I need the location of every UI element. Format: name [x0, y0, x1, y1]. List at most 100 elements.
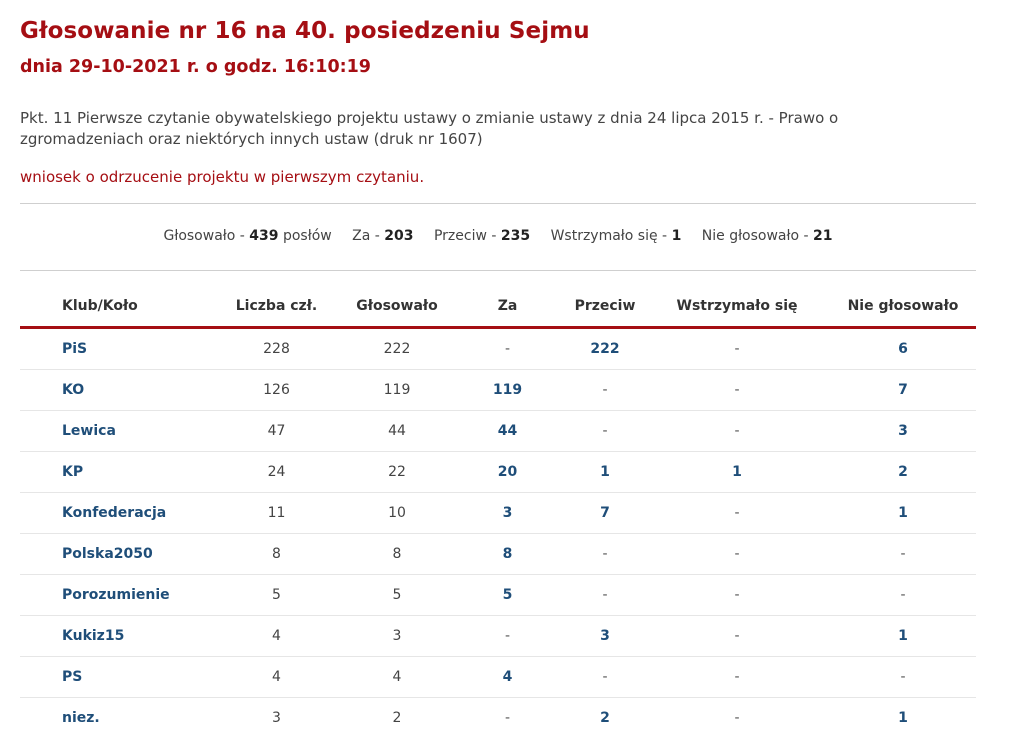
- summary-absent-value: 21: [813, 228, 833, 244]
- table-row: Polska2050 8 8 8 - - -: [20, 533, 976, 575]
- club-link[interactable]: KO: [20, 369, 208, 411]
- absent-cell[interactable]: 1: [830, 492, 976, 534]
- summary-voted-suffix: posłów: [282, 228, 332, 244]
- abstain-cell: -: [644, 369, 830, 411]
- for-cell: -: [504, 710, 511, 726]
- summary-for: Za - 203: [352, 228, 418, 244]
- header-for: Za: [449, 286, 566, 329]
- club-link[interactable]: niez.: [62, 710, 100, 726]
- vote-summary: Głosowało - 439 posłów Za - 203 Przeciw …: [20, 228, 976, 244]
- for-cell[interactable]: 119: [449, 369, 566, 411]
- absent-cell[interactable]: 1: [898, 710, 908, 726]
- against-cell: -: [566, 369, 644, 411]
- for-cell[interactable]: 3: [449, 492, 566, 534]
- abstain-cell: -: [644, 615, 830, 657]
- summary-voted-label: Głosowało -: [163, 228, 245, 244]
- abstain-cell: -: [644, 533, 830, 575]
- members-cell: 4: [208, 615, 345, 657]
- voted-cell: 119: [345, 369, 449, 411]
- header-abstain: Wstrzymało się: [644, 286, 830, 329]
- for-cell[interactable]: 20: [449, 451, 566, 493]
- header-absent: Nie głosowało: [830, 286, 976, 329]
- abstain-cell: -: [644, 492, 830, 534]
- agenda-topic: Pkt. 11 Pierwsze czytanie obywatelskiego…: [20, 109, 839, 148]
- club-results-table: Klub/Koło Liczba czł. Głosowało Za Przec…: [20, 286, 976, 738]
- for-cell[interactable]: 5: [449, 574, 566, 616]
- members-cell: 8: [208, 533, 345, 575]
- club-link[interactable]: Lewica: [20, 410, 208, 452]
- summary-absent: Nie głosowało - 21: [702, 228, 833, 244]
- vote-datetime: dnia 29-10-2021 r. o godz. 16:10:19: [20, 57, 371, 77]
- voted-cell: 2: [392, 710, 402, 726]
- abstain-cell: -: [644, 574, 830, 616]
- members-cell: 47: [208, 410, 345, 452]
- absent-cell: -: [830, 533, 976, 575]
- summary-for-label: Za -: [352, 228, 380, 244]
- against-cell[interactable]: 1: [566, 451, 644, 493]
- against-cell: -: [566, 656, 644, 698]
- table-row: Konfederacja 11 10 3 7 - 1: [20, 492, 976, 534]
- club-link[interactable]: KP: [20, 451, 208, 493]
- summary-absent-label: Nie głosowało -: [701, 228, 809, 244]
- voted-cell: 4: [345, 656, 449, 698]
- absent-cell[interactable]: 2: [830, 451, 976, 493]
- divider: [20, 270, 976, 271]
- header-voted: Głosowało: [345, 286, 449, 329]
- against-cell[interactable]: 3: [566, 615, 644, 657]
- members-cell: 5: [208, 574, 345, 616]
- divider: [20, 203, 976, 204]
- abstain-cell[interactable]: 1: [644, 451, 830, 493]
- table-row: PiS 228 222 - 222 - 6: [20, 327, 976, 370]
- voted-cell: 10: [345, 492, 449, 534]
- club-link[interactable]: Polska2050: [20, 533, 208, 575]
- club-link[interactable]: PiS: [20, 327, 208, 370]
- voted-cell: 8: [345, 533, 449, 575]
- abstain-cell: -: [644, 410, 830, 452]
- for-cell[interactable]: 4: [449, 656, 566, 698]
- against-cell[interactable]: 222: [566, 327, 644, 370]
- against-cell: -: [566, 574, 644, 616]
- absent-cell[interactable]: 6: [830, 327, 976, 370]
- summary-abstain: Wstrzymało się - 1: [551, 228, 686, 244]
- summary-voted: Głosowało - 439 posłów: [164, 228, 337, 244]
- members-cell: 4: [208, 656, 345, 698]
- members-cell: 126: [208, 369, 345, 411]
- voted-cell: 44: [345, 410, 449, 452]
- against-cell[interactable]: 7: [566, 492, 644, 534]
- members-cell: 24: [208, 451, 345, 493]
- club-link[interactable]: Porozumienie: [20, 574, 208, 616]
- members-cell: 228: [208, 327, 345, 370]
- absent-cell: -: [830, 574, 976, 616]
- summary-against-value: 235: [500, 228, 531, 244]
- voted-cell: 222: [345, 327, 449, 370]
- absent-cell[interactable]: 7: [830, 369, 976, 411]
- summary-voted-value: 439: [249, 228, 279, 244]
- members-cell: 3: [272, 710, 281, 726]
- absent-cell[interactable]: 3: [830, 410, 976, 452]
- table-row: Lewica 47 44 44 - - 3: [20, 410, 976, 452]
- page-title: Głosowanie nr 16 na 40. posiedzeniu Sejm…: [20, 18, 590, 44]
- club-link[interactable]: Kukiz15: [20, 615, 208, 657]
- against-cell: -: [566, 533, 644, 575]
- header-members: Liczba czł.: [208, 286, 345, 329]
- abstain-cell: -: [734, 710, 740, 726]
- for-cell[interactable]: 8: [449, 533, 566, 575]
- summary-abstain-label: Wstrzymało się -: [550, 228, 668, 244]
- voted-cell: 5: [345, 574, 449, 616]
- table-row: niez. 3 2 - 2 - 1: [20, 698, 976, 739]
- club-link[interactable]: Konfederacja: [20, 492, 208, 534]
- absent-cell: -: [830, 656, 976, 698]
- voted-cell: 3: [345, 615, 449, 657]
- against-cell: -: [566, 410, 644, 452]
- summary-abstain-value: 1: [671, 228, 682, 244]
- table-row: Kukiz15 4 3 - 3 - 1: [20, 615, 976, 657]
- table-header-row: Klub/Koło Liczba czł. Głosowało Za Przec…: [20, 286, 976, 329]
- club-link[interactable]: PS: [20, 656, 208, 698]
- against-cell[interactable]: 2: [600, 710, 610, 726]
- table-row: KP 24 22 20 1 1 2: [20, 451, 976, 493]
- absent-cell[interactable]: 1: [830, 615, 976, 657]
- for-cell[interactable]: 44: [449, 410, 566, 452]
- summary-against-label: Przeciw -: [433, 228, 497, 244]
- for-cell: -: [449, 327, 566, 370]
- motion-text: wniosek o odrzucenie projektu w pierwszy…: [20, 168, 425, 186]
